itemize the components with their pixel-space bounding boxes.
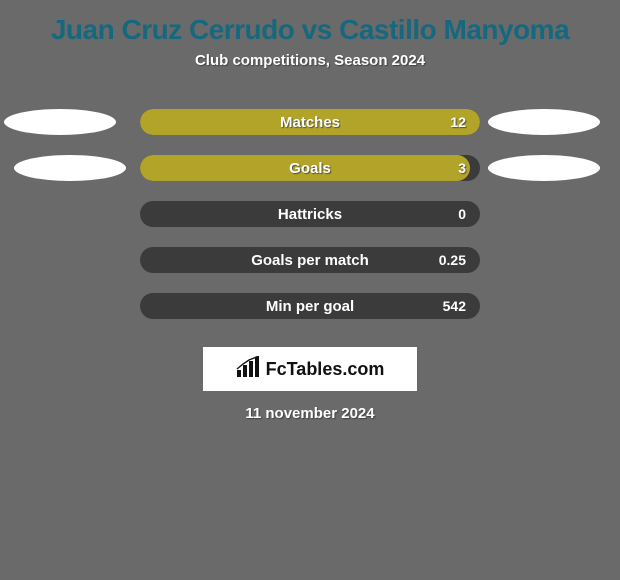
right-ellipse bbox=[488, 155, 600, 181]
stat-bar: Min per goal542 bbox=[140, 293, 480, 319]
stat-value: 0.25 bbox=[439, 247, 466, 273]
vs-text: vs bbox=[302, 14, 332, 45]
stat-row: Hattricks0 bbox=[0, 191, 620, 237]
stat-row: Goals3 bbox=[0, 145, 620, 191]
stat-row: Goals per match0.25 bbox=[0, 237, 620, 283]
right-ellipse bbox=[488, 109, 600, 135]
stat-label: Min per goal bbox=[140, 293, 480, 319]
subtitle: Club competitions, Season 2024 bbox=[0, 52, 620, 69]
stat-value: 12 bbox=[450, 109, 466, 135]
left-ellipse bbox=[14, 155, 126, 181]
stat-row: Matches12 bbox=[0, 99, 620, 145]
stat-bar: Goals3 bbox=[140, 155, 480, 181]
page-title: Juan Cruz Cerrudo vs Castillo Manyoma bbox=[0, 0, 620, 52]
stat-label: Goals per match bbox=[140, 247, 480, 273]
bars-icon bbox=[236, 356, 262, 383]
stat-bar: Goals per match0.25 bbox=[140, 247, 480, 273]
stat-label: Goals bbox=[140, 155, 480, 181]
player2-name: Castillo Manyoma bbox=[339, 14, 569, 45]
stat-value: 542 bbox=[443, 293, 466, 319]
stat-value: 3 bbox=[458, 155, 466, 181]
comparison-infographic: Juan Cruz Cerrudo vs Castillo Manyoma Cl… bbox=[0, 0, 620, 580]
brand-name: FcTables.com bbox=[266, 359, 385, 380]
date-text: 11 november 2024 bbox=[0, 405, 620, 422]
player1-name: Juan Cruz Cerrudo bbox=[51, 14, 295, 45]
stat-label: Hattricks bbox=[140, 201, 480, 227]
stats-list: Matches12 Goals3 Hattricks0 Goals per match… bbox=[0, 99, 620, 329]
stat-bar: Hattricks0 bbox=[140, 201, 480, 227]
left-ellipse bbox=[4, 109, 116, 135]
stat-label: Matches bbox=[140, 109, 480, 135]
stat-row: Min per goal542 bbox=[0, 283, 620, 329]
brand-box[interactable]: FcTables.com bbox=[203, 347, 417, 391]
stat-value: 0 bbox=[458, 201, 466, 227]
stat-bar: Matches12 bbox=[140, 109, 480, 135]
